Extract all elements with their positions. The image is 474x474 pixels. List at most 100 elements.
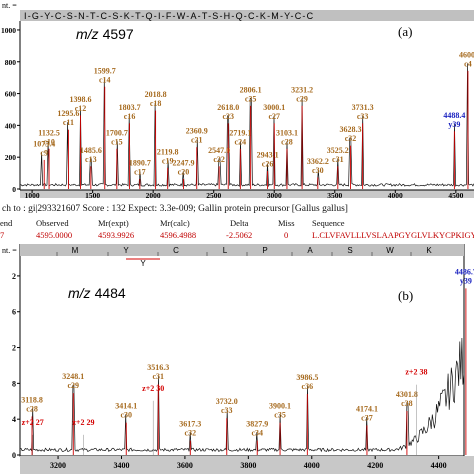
peak-mz-label: 2547.0: [208, 146, 230, 155]
peak-ion-label: c33: [357, 112, 369, 121]
peak-mz-label: 1599.7: [94, 66, 116, 75]
x-tick-label: 4200: [367, 461, 383, 470]
x-tick-label: 4000: [304, 461, 320, 470]
peak-ion-label: c30: [120, 411, 132, 420]
peak-mz-label: z+2 27: [22, 418, 44, 427]
peak-mz-label: 1398.6: [70, 95, 92, 104]
peak-ion-label: c26: [262, 160, 274, 169]
y-tick-label: 600: [5, 90, 17, 99]
peak-ion-label: c13: [85, 155, 97, 164]
peak-mz-label: 4174.1: [356, 404, 378, 413]
ylabel-b: nt. =: [2, 246, 17, 255]
x-tick-label: 2000: [146, 191, 161, 200]
peak-mz-label: 1075.4: [33, 139, 55, 148]
peak-mz-label: 1295.6: [57, 109, 79, 118]
y-tick-label: 800: [5, 58, 17, 67]
x-tick-label: 3500: [327, 191, 342, 200]
peak-ion-label: c21: [191, 136, 203, 145]
mz-label-a: m/z 4597: [76, 26, 134, 42]
peak-ion-label: c25: [245, 94, 257, 103]
peak-mz-label: 3732.0: [216, 397, 238, 406]
peak-mz-label: 3414.1: [115, 402, 137, 411]
y-tick-label: 2: [12, 272, 16, 281]
y-tick-label: 4: [12, 415, 16, 424]
peak-ion-label: c31: [332, 155, 344, 164]
peak-mz-label: 2360.9: [186, 127, 208, 136]
peak-mz-label: z+2 29: [72, 418, 94, 427]
peak-mz-label: 4600.: [459, 50, 474, 59]
peak-ion-label: c35: [274, 411, 286, 420]
peak-mz-label: 3731.3: [352, 103, 374, 112]
sequence-letter: C: [173, 246, 179, 255]
peak-mz-label: 3900.1: [269, 402, 291, 411]
row-end: 7: [0, 230, 5, 240]
frame-b: [19, 243, 465, 457]
peak-mz-label: z+2 30: [142, 384, 164, 393]
peak-mz-label: 3231.2: [291, 85, 313, 94]
peak-mz-label: z+2 38: [405, 368, 427, 377]
peak-ion-label: c29: [296, 94, 308, 103]
sequence-letter: A: [307, 246, 313, 255]
peak-ion-label: c31: [152, 372, 164, 381]
hdr-mr-expt: Mr(expt): [98, 218, 129, 228]
peak-mz-label: 2119.8: [157, 147, 179, 156]
sequence-letter: S: [347, 246, 352, 255]
sequence-letter: K: [426, 246, 432, 255]
y-tick-label: 1000: [1, 26, 16, 35]
peak-ion-label: c15: [111, 137, 123, 146]
peak-ion-label: c29: [67, 381, 79, 390]
peak-mz-label: 1803.7: [119, 103, 141, 112]
y-tick-label: 6: [12, 308, 16, 317]
x-tick-label: 3000: [267, 191, 282, 200]
sequence-a: I-G-Y-C-S-N-T-C-S-K-T-Q-I-F-W-A-T-S-H-Q-…: [24, 11, 314, 21]
row-observed: 4595.0000: [36, 230, 73, 240]
ylabel-a: nt. =: [2, 1, 17, 10]
peak-ion-label: c4: [464, 59, 472, 68]
peak-mz-label: 4301.8: [396, 390, 418, 399]
peak-mz-label: 2806.1: [240, 85, 262, 94]
peak-mz-label: 2247.9: [172, 159, 194, 168]
hdr-sequence: Sequence: [312, 218, 345, 228]
peak-ion-label: c11: [63, 118, 74, 127]
peak-mz-label: 3525.2: [327, 146, 349, 155]
sequence-bar-b: [20, 244, 464, 256]
peak-mz-label: 3628.3: [340, 125, 362, 134]
peak-ion-label: y39: [448, 120, 460, 129]
hdr-miss: Miss: [278, 218, 295, 228]
y-tick-label: 200: [5, 153, 17, 162]
peak-mz-label: 1132.5: [38, 128, 60, 137]
sequence-letter: W: [386, 246, 394, 255]
row-mr-expt: 4593.9926: [98, 230, 135, 240]
sequence-letter: Y: [123, 246, 129, 255]
row-delta: -2.5062: [226, 230, 253, 240]
peak-ion-label: c10: [43, 137, 55, 146]
peak-ion-label: c18: [150, 99, 162, 108]
row-miss: 0: [284, 230, 289, 240]
x-axis-bar-b: [20, 456, 474, 474]
y-tick-label: 0: [12, 185, 16, 194]
hdr-delta: Delta: [230, 218, 249, 228]
row-mr-calc: 4596.4988: [160, 230, 197, 240]
spectrum-line-a: [19, 63, 474, 188]
panel-b: M Y C L P A S W K Y nt. = 2 6 2 8 4 0 3200 3400 3600 3800 4…: [2, 243, 474, 474]
peak-mz-label: 1485.6: [80, 146, 102, 155]
peak-mz-label: 3000.1: [263, 103, 285, 112]
peak-mz-label: 2719.1: [229, 128, 251, 137]
x-tick-label: 4400: [431, 461, 447, 470]
peak-ion-label: y39: [460, 276, 472, 285]
peak-ion-label: c28: [26, 404, 38, 413]
peak-ion-label: c36: [302, 382, 314, 391]
peak-ion-label: c38: [401, 399, 413, 408]
peak-mz-label: 2018.8: [145, 90, 167, 99]
row-sequence: L.CLVFAVLLLVSLAAPGYGLVLKYCPKIGYCSNTCSK: [312, 230, 474, 240]
peak-mz-label: 2943.1: [257, 151, 279, 160]
hdr-mr-calc: Mr(calc): [160, 218, 190, 228]
peak-ion-label: c28: [281, 137, 293, 146]
sequence-bar-a: [20, 10, 474, 21]
y-tick-label: 2: [12, 344, 16, 353]
peak-mz-label: 3248.1: [62, 372, 84, 381]
peak-ion-label: c9: [40, 148, 48, 157]
peak-mz-label: 4488.4: [443, 111, 465, 120]
peak-ion-label: c33: [221, 406, 233, 415]
y-tick-label: 0: [12, 451, 16, 460]
